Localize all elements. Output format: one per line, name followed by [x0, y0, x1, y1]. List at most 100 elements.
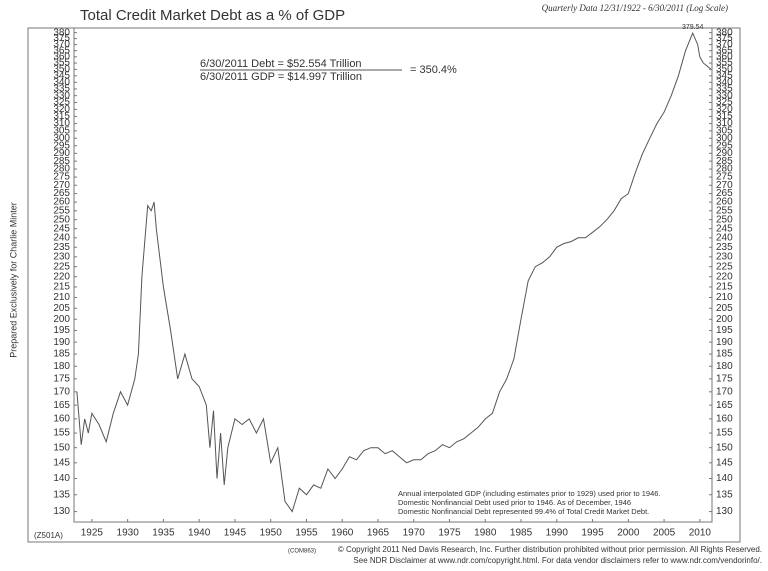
y-tick-label: 370 [53, 39, 70, 50]
y-tick-label: 375 [53, 33, 70, 44]
y-tick-label: 295 [53, 140, 70, 151]
y-tick-label: 165 [716, 400, 733, 411]
y-tick-label: 260 [716, 197, 733, 208]
y-tick-label: 250 [53, 214, 70, 225]
y-tick-label: 225 [716, 261, 733, 272]
y-tick-label: 235 [716, 242, 733, 253]
y-tick-label: 180 [716, 361, 733, 372]
y-tick-label: 305 [53, 125, 70, 136]
y-tick-label: 205 [716, 303, 733, 314]
x-tick-label: 1925 [81, 528, 104, 539]
y-tick-label: 355 [716, 58, 733, 69]
y-tick-label: 335 [716, 84, 733, 95]
y-tick-label: 330 [716, 90, 733, 101]
y-tick-label: 130 [53, 506, 70, 517]
y-tick-label: 315 [716, 111, 733, 122]
y-tick-label: 290 [716, 148, 733, 159]
y-tick-label: 200 [716, 314, 733, 325]
y-tick-label: 195 [716, 325, 733, 336]
chart-title: Total Credit Market Debt as a % of GDP [80, 7, 345, 24]
y-tick-label: 315 [53, 111, 70, 122]
y-tick-label: 280 [716, 164, 733, 175]
footer-code: (COM863) [288, 549, 316, 555]
y-tick-label: 365 [53, 45, 70, 56]
y-tick-label: 335 [53, 84, 70, 95]
y-tick-label: 170 [716, 386, 733, 397]
y-tick-label: 220 [716, 271, 733, 282]
y-tick-label: 190 [716, 337, 733, 348]
y-tick-label: 285 [716, 156, 733, 167]
y-tick-label: 270 [53, 180, 70, 191]
copyright: See NDR Disclaimer at www.ndr.com/copyri… [353, 556, 762, 565]
x-tick-label: 1985 [510, 528, 533, 539]
y-tick-label: 310 [53, 118, 70, 129]
copyright: © Copyright 2011 Ned Davis Research, Inc… [338, 545, 762, 554]
y-tick-label: 275 [53, 172, 70, 183]
y-tick-label: 360 [53, 51, 70, 62]
x-tick-label: 2010 [689, 528, 712, 539]
y-tick-label: 175 [716, 374, 733, 385]
y-tick-label: 355 [53, 58, 70, 69]
side-label: Prepared Exclusively for Charlie Minter [8, 202, 18, 358]
y-tick-label: 300 [716, 133, 733, 144]
data-label: 379.54 [682, 24, 704, 31]
y-tick-label: 250 [716, 214, 733, 225]
y-tick-label: 225 [53, 261, 70, 272]
y-tick-label: 150 [716, 442, 733, 453]
y-tick-label: 280 [53, 164, 70, 175]
y-tick-label: 230 [716, 251, 733, 262]
y-tick-label: 165 [53, 400, 70, 411]
y-tick-label: 340 [716, 77, 733, 88]
y-tick-label: 155 [53, 428, 70, 439]
annotation-line: 6/30/2011 Debt = $52.554 Trillion [200, 58, 362, 70]
data-line [76, 31, 711, 513]
y-tick-label: 210 [53, 292, 70, 303]
y-tick-label: 150 [53, 442, 70, 453]
y-tick-label: 260 [53, 197, 70, 208]
y-tick-label: 200 [53, 314, 70, 325]
y-tick-label: 380 [716, 27, 733, 38]
y-tick-label: 240 [716, 232, 733, 243]
y-tick-label: 140 [716, 473, 733, 484]
y-tick-label: 255 [716, 205, 733, 216]
chart-code: (Z501A) [34, 531, 63, 540]
y-tick-label: 305 [716, 125, 733, 136]
y-tick-label: 275 [716, 172, 733, 183]
footnote: Domestic Nonfinancial Debt represented 9… [398, 507, 649, 516]
y-tick-label: 290 [53, 148, 70, 159]
y-tick-label: 255 [53, 205, 70, 216]
y-tick-label: 345 [53, 70, 70, 81]
outer-frame [27, 27, 741, 543]
x-tick-label: 1970 [403, 528, 426, 539]
x-tick-label: 1955 [295, 528, 318, 539]
y-tick-label: 245 [716, 223, 733, 234]
y-tick-label: 130 [716, 506, 733, 517]
x-tick-label: 1945 [224, 528, 247, 539]
y-tick-label: 380 [53, 27, 70, 38]
x-tick-label: 1950 [260, 528, 283, 539]
y-tick-label: 205 [53, 303, 70, 314]
y-tick-label: 145 [53, 457, 70, 468]
y-tick-label: 240 [53, 232, 70, 243]
x-tick-label: 1935 [152, 528, 175, 539]
y-tick-label: 230 [53, 251, 70, 262]
annotation-line: 6/30/2011 GDP = $14.997 Trillion [200, 71, 362, 83]
y-tick-label: 220 [53, 271, 70, 282]
y-tick-label: 195 [53, 325, 70, 336]
y-tick-label: 265 [53, 188, 70, 199]
x-tick-label: 1965 [367, 528, 390, 539]
x-tick-label: 2000 [617, 528, 640, 539]
y-tick-label: 330 [53, 90, 70, 101]
x-tick-label: 1995 [581, 528, 604, 539]
y-tick-label: 145 [716, 457, 733, 468]
y-tick-label: 325 [716, 97, 733, 108]
y-tick-label: 155 [716, 428, 733, 439]
footnote: Domestic Nonfinancial Debt used prior to… [398, 498, 631, 507]
y-tick-label: 300 [53, 133, 70, 144]
y-tick-label: 270 [716, 180, 733, 191]
y-tick-label: 245 [53, 223, 70, 234]
y-tick-label: 375 [716, 33, 733, 44]
y-tick-label: 360 [716, 51, 733, 62]
x-tick-label: 1990 [546, 528, 569, 539]
